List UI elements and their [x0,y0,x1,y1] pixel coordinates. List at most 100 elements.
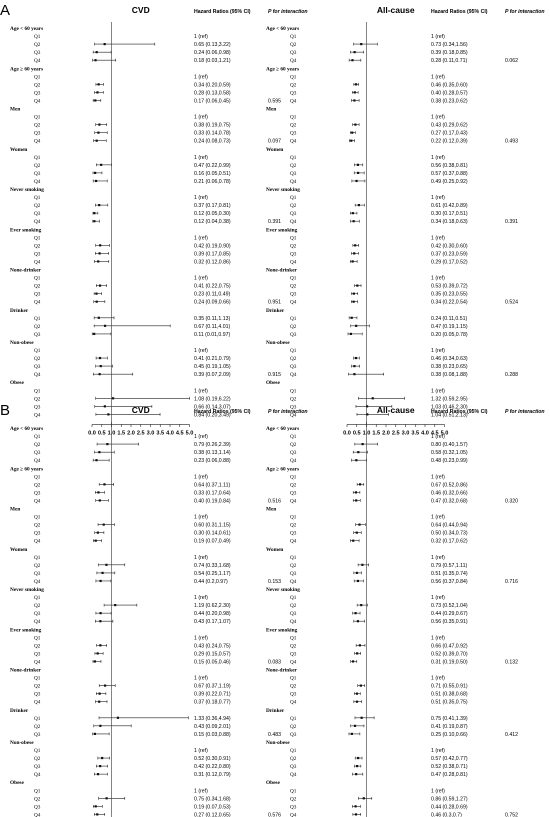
quartile-label: Q3 [290,692,297,698]
quartile-label: Q1 [34,474,41,480]
hr-ci-value: 0.38 (0.13,1.14) [194,450,231,456]
subgroup-label: Age ≥ 60 years [10,66,43,72]
quartile-label: Q3 [34,692,41,698]
hr-ci-value: 0.50 (0.34,0.73) [431,531,468,537]
hazard-ratio-marker [93,332,96,335]
hazard-ratio-marker [355,571,359,574]
quartile-label: Q1 [34,34,41,40]
quartile-label: Q3 [290,450,297,456]
hr-ci-value: 0.47 (0.19,1.15) [431,324,468,330]
hazard-ratio-marker [352,220,355,223]
quartile-label: Q1 [290,434,297,440]
hr-ci-value: 0.39 (0.07,2.09) [194,372,231,378]
hazard-ratio-marker [360,604,363,607]
hr-ci-value: 0.64 (0.44,0.94) [431,523,468,529]
quartile-label: Q1 [34,115,41,121]
quartile-label: Q4 [34,259,41,265]
hr-ci-value: 0.58 (0.32,1.05) [431,450,468,456]
hazard-ratio-marker [105,563,108,566]
quartile-label: Q2 [290,643,297,649]
hazard-ratio-marker [99,579,102,583]
panel-label: A [0,2,10,19]
subgroup-label: Age ≥ 60 years [266,466,299,472]
hr-ci-value: 0.47 (0.28,0.81) [431,772,468,778]
subgroup-label: Drinker [10,708,29,714]
hr-ci-value: 0.12 (0.04,0.38) [194,219,231,225]
hazard-ratio-marker [93,212,96,215]
hr-ci-value: 0.39 (0.22,0.71) [194,692,231,698]
hazard-ratio-marker [360,716,363,719]
hr-ci-value: 0.21 (0.06,0.78) [194,179,231,185]
hazard-ratio-marker [365,405,369,408]
hr-ci-value: 0.41 (0.22,0.75) [194,284,231,290]
quartile-label: Q2 [34,563,41,569]
hr-ci-value: 0.67 (0.52,0.86) [431,482,468,488]
quartile-label: Q1 [290,348,297,354]
hazard-ratio-marker [94,179,98,183]
hazard-ratio-marker [350,732,353,735]
quartile-label: Q3 [290,171,297,177]
quartile-label: Q1 [290,115,297,121]
hr-ci-value: 0.53 (0.39,0.72) [431,284,468,290]
hazard-ratio-marker [99,612,102,615]
quartile-label: Q1 [34,676,41,682]
hazard-ratio-marker [107,413,110,416]
quartile-label: Q2 [34,724,41,730]
hr-ci-value: 0.43 (0.17,1.07) [194,619,231,625]
quartile-label: Q3 [290,50,297,56]
hr-ci-value: 1.32 (0.59,2.95) [431,396,468,402]
hazard-ratio-marker [351,260,354,263]
hazard-ratio-marker [352,292,355,295]
hazard-ratio-marker [354,491,358,494]
hr-ci-value: 1 (ref) [431,474,445,480]
hazard-ratio-marker [356,765,359,768]
quartile-label: Q2 [290,284,297,290]
hazard-ratio-marker [97,83,100,86]
quartile-label: Q2 [290,724,297,730]
hr-ci-value: 0.46 (0.34,0.63) [431,356,468,362]
hazard-ratio-marker [96,813,99,816]
quartile-label: Q4 [34,300,41,306]
quartile-label: Q3 [34,211,41,217]
hazard-ratio-marker [356,579,360,583]
hazard-ratio-marker [94,59,97,62]
hazard-ratio-marker [353,252,356,255]
hr-ci-value: 0.23 (0.11,0.49) [194,292,231,298]
quartile-label: Q1 [34,195,41,201]
hazard-ratio-marker [355,179,358,183]
hazard-ratio-marker [100,163,103,166]
quartile-label: Q2 [34,324,41,330]
hr-ci-value: 0.34 (0.22,0.54) [431,300,468,306]
hr-ci-value: 0.67 (0.11,4.01) [194,324,231,330]
hr-ci-value: 0.39 (0.17,0.85) [194,251,231,257]
quartile-label: Q2 [34,163,41,169]
quartile-label: Q1 [290,676,297,682]
quartile-label: Q3 [290,764,297,770]
quartile-label: Q3 [34,450,41,456]
hr-ci-value: 1 (ref) [194,276,208,282]
hazard-ratio-marker [351,59,354,62]
hazard-ratio-marker [96,773,100,776]
hr-ci-value: 0.27 (0.12,0.65) [194,812,231,817]
hazard-ratio-marker [97,131,100,134]
hazard-ratio-marker [357,451,360,454]
hr-ci-value: 0.32 (0.12,0.86) [194,259,231,265]
quartile-label: Q2 [34,603,41,609]
hr-ci-value: 1 (ref) [431,276,445,282]
hr-ci-value: 0.34 (0.18,0.63) [431,219,468,225]
quartile-label: Q1 [34,555,41,561]
hr-ci-value: 1 (ref) [431,515,445,521]
x-tick-label: 4.5 [176,430,184,436]
hr-ci-value: 1 (ref) [194,195,208,201]
hr-ci-value: 0.20 (0.05,0.78) [431,332,468,338]
quartile-label: Q4 [34,98,41,104]
x-tick-label: 4.5 [431,430,439,436]
quartile-label: Q1 [290,155,297,161]
x-tick-label: 1.5 [372,430,380,436]
hr-ci-value: 0.44 (0.2,0.97) [194,579,228,585]
quartile-label: Q1 [34,788,41,794]
hazard-ratio-marker [362,797,365,800]
quartile-label: Q4 [290,139,297,145]
quartile-label: Q2 [290,324,297,330]
hr-ci-value: 0.33 (0.17,0.64) [194,490,231,496]
